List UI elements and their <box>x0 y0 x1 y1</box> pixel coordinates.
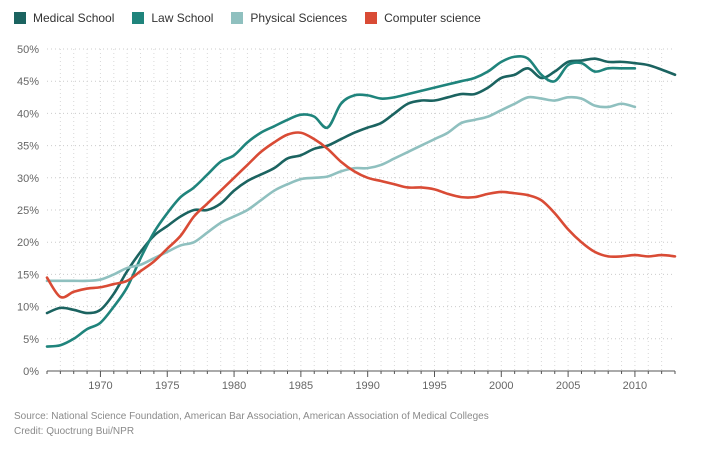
y-axis: 0% 5% 10% 15% 20% 25% 30% 35% 40% 45% 50% <box>17 44 39 378</box>
legend-item: Law School <box>132 11 213 25</box>
y-tick-label: 0% <box>23 366 39 378</box>
legend-swatch <box>132 12 145 24</box>
source-note: Source: National Science Foundation, Ame… <box>14 411 489 422</box>
y-tick-label: 5% <box>23 334 39 346</box>
series-lines <box>45 55 677 348</box>
legend-label: Computer science <box>384 11 481 25</box>
series-line-law-school <box>45 55 637 348</box>
y-tick-label: 30% <box>17 173 39 185</box>
y-tick-label: 50% <box>17 44 39 56</box>
chart-footer: Source: National Science Foundation, Ame… <box>14 409 489 439</box>
legend-label: Law School <box>151 11 214 25</box>
x-tick-label: 2010 <box>623 380 647 392</box>
y-tick-label: 35% <box>17 141 39 153</box>
x-tick-label: 2000 <box>489 380 513 392</box>
legend-item: Physical Sciences <box>231 11 347 25</box>
x-tick-label: 1995 <box>422 380 446 392</box>
y-tick-label: 45% <box>17 76 39 88</box>
line-chart: 0% 5% 10% 15% 20% 25% 30% 35% 40% 45% 50% 1970 1975… <box>17 44 677 392</box>
y-tick-label: 15% <box>17 269 39 281</box>
chart-legend: Medical School Law School Physical Science… <box>14 9 499 27</box>
grid-lines <box>47 48 675 371</box>
y-tick-label: 10% <box>17 302 39 314</box>
legend-label: Medical School <box>33 11 115 25</box>
legend-swatch <box>14 12 26 24</box>
series-line-medical-school <box>45 57 677 315</box>
credit-note: Credit: Quoctrung Bui/NPR <box>14 426 135 437</box>
x-tick-label: 1975 <box>155 380 179 392</box>
legend-item: Computer science <box>365 11 481 25</box>
series-line-physical-sciences <box>45 95 637 283</box>
x-tick-label: 1990 <box>355 380 379 392</box>
y-tick-label: 40% <box>17 108 39 120</box>
x-tick-label: 1980 <box>222 380 246 392</box>
legend-label: Physical Sciences <box>250 11 348 25</box>
x-tick-label: 1970 <box>88 380 112 392</box>
x-axis: 1970 1975 1980 1985 1990 1995 2000 2005 2010 <box>46 370 676 392</box>
legend-item: Medical School <box>14 11 114 25</box>
x-tick-label: 1985 <box>289 380 313 392</box>
series-line-computer-science <box>45 131 677 299</box>
x-tick-label: 2005 <box>556 380 580 392</box>
legend-swatch <box>231 12 244 24</box>
y-tick-label: 20% <box>17 237 39 249</box>
y-tick-label: 25% <box>17 205 39 217</box>
legend-swatch <box>365 12 378 24</box>
